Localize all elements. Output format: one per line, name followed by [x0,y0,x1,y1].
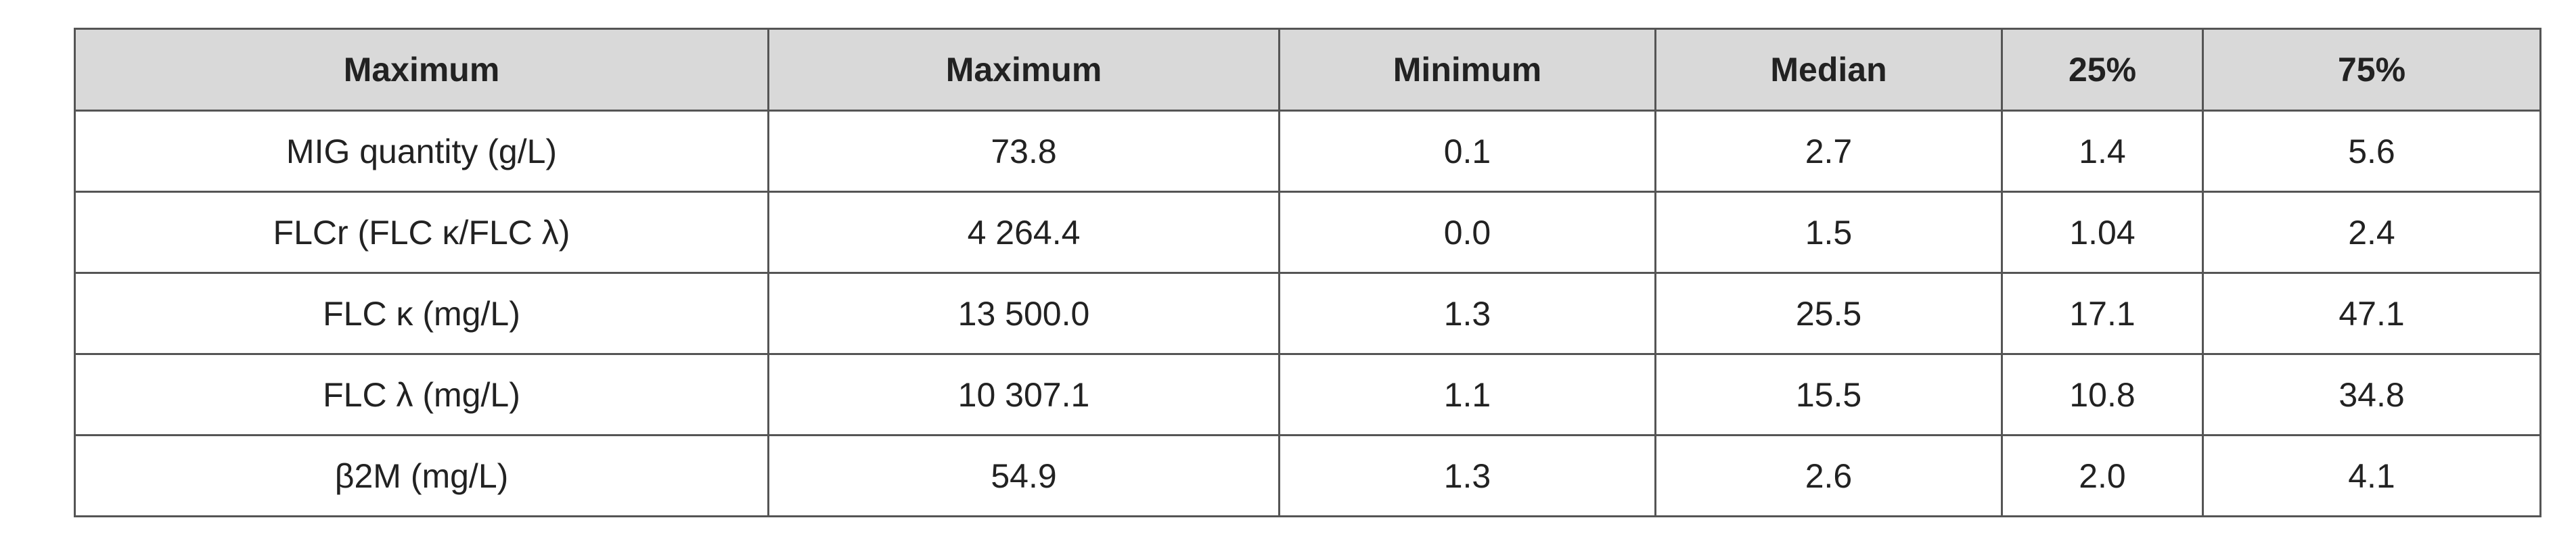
table-cell: 47.1 [2202,272,2541,355]
table-row: FLCr (FLC κ/FLC λ) 4 264.4 0.0 1.5 1.04 2.4 [74,191,2541,274]
table-cell: FLC κ (mg/L) [74,272,769,355]
table-row: FLC κ (mg/L) 13 500.0 1.3 25.5 17.1 47.1 [74,272,2541,355]
table-body: MIG quantity (g/L) 73.8 0.1 2.7 1.4 5.6 FLCr (… [74,110,2541,517]
table-cell: 2.7 [1654,110,2003,193]
table-cell: 1.3 [1278,434,1656,517]
header-cell: Maximum [767,28,1280,112]
header-cell: Median [1654,28,2003,112]
table-cell: 2.6 [1654,434,2003,517]
table-cell: 4 264.4 [767,191,1280,274]
table-cell: 4.1 [2202,434,2541,517]
header-cell: 75% [2202,28,2541,112]
table-cell: 5.6 [2202,110,2541,193]
table-row: β2M (mg/L) 54.9 1.3 2.6 2.0 4.1 [74,434,2541,517]
table-cell: 1.1 [1278,353,1656,436]
table-cell: 15.5 [1654,353,2003,436]
table-cell: 0.0 [1278,191,1656,274]
table-cell: 17.1 [2001,272,2204,355]
table-cell: 10.8 [2001,353,2204,436]
table-row: MIG quantity (g/L) 73.8 0.1 2.7 1.4 5.6 [74,110,2541,193]
table-cell: 1.5 [1654,191,2003,274]
header-cell: 25% [2001,28,2204,112]
table-cell: FLCr (FLC κ/FLC λ) [74,191,769,274]
table-row: FLC λ (mg/L) 10 307.1 1.1 15.5 10.8 34.8 [74,353,2541,436]
table-cell: 1.04 [2001,191,2204,274]
table-cell: 54.9 [767,434,1280,517]
table-cell: β2M (mg/L) [74,434,769,517]
table-cell: 13 500.0 [767,272,1280,355]
header-cell: Minimum [1278,28,1656,112]
table-cell: 1.4 [2001,110,2204,193]
table-cell: 2.0 [2001,434,2204,517]
table-cell: MIG quantity (g/L) [74,110,769,193]
table-cell: 0.1 [1278,110,1656,193]
table-cell: 73.8 [767,110,1280,193]
table-cell: 34.8 [2202,353,2541,436]
table-cell: 10 307.1 [767,353,1280,436]
table-cell: 2.4 [2202,191,2541,274]
table-cell: 25.5 [1654,272,2003,355]
header-row: Maximum Maximum Minimum Median 25% 75% [74,28,2541,112]
table-cell: 1.3 [1278,272,1656,355]
table-cell: FLC λ (mg/L) [74,353,769,436]
stats-table: Maximum Maximum Minimum Median 25% 75% MIG qu… [74,28,2541,517]
header-cell: Maximum [74,28,769,112]
